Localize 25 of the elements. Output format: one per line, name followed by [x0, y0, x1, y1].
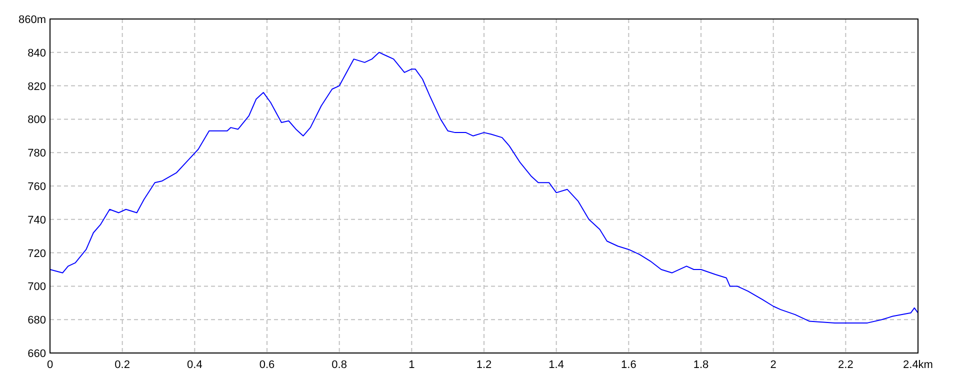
y-tick-label: 660 — [28, 348, 46, 360]
x-tick-label: 1.4 — [548, 359, 564, 371]
x-tick-label: 2.2 — [838, 359, 854, 371]
x-tick-label: 1.6 — [621, 359, 636, 371]
x-tick-label: 0 — [46, 359, 54, 371]
y-tick-label: 720 — [28, 248, 46, 260]
x-tick-label: 0.2 — [114, 359, 130, 371]
y-tick-label: 780 — [28, 148, 46, 160]
line-series — [50, 52, 918, 324]
y-tick-label: 680 — [28, 314, 46, 327]
y-tick-label: 740 — [28, 214, 46, 226]
y-tick-label: 700 — [28, 281, 46, 294]
y-tick-label: 800 — [28, 114, 46, 126]
y-tick-label: 760 — [28, 181, 46, 193]
x-tick-label: 1.8 — [693, 359, 709, 371]
x-tick-label: 2.4km — [903, 359, 933, 371]
y-tick-label: 860m — [18, 14, 46, 26]
x-tick-label: 2 — [770, 359, 776, 371]
y-tick-label: 840 — [28, 47, 46, 60]
x-tick-label: 0.4 — [187, 359, 202, 371]
x-tick-label: 1 — [408, 359, 415, 371]
x-tick-label: 0.6 — [259, 359, 275, 371]
x-tick-label: 1.2 — [476, 359, 492, 371]
x-tick-label: 0.8 — [332, 359, 347, 371]
y-tick-label: 820 — [28, 80, 46, 93]
